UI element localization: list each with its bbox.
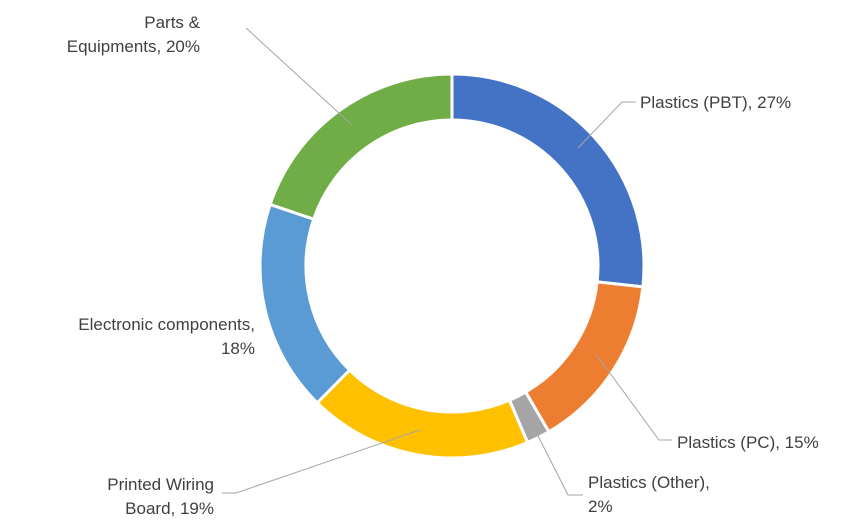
data-label-electronic-components: Electronic components, 18% [78, 315, 255, 358]
slice-electronic-components [258, 202, 352, 405]
data-label-plastics-pbt: Plastics (PBT), 27% [640, 93, 791, 112]
donut-slices [258, 72, 646, 460]
leader-line-printed-wiring-board [222, 429, 421, 494]
slice-plastics-pc [523, 280, 645, 434]
data-label-parts-equipments: Parts & Equipments, 20% [67, 13, 201, 56]
data-label-plastics-pc: Plastics (PC), 15% [677, 433, 819, 452]
leader-line-plastics-pbt [577, 101, 636, 149]
slice-parts-equipments [268, 72, 454, 222]
data-label-plastics-other: Plastics (Other), 2% [588, 473, 710, 516]
leader-line-plastics-other [529, 419, 583, 496]
slice-printed-wiring-board [315, 367, 530, 460]
leader-line-parts-equipments [245, 27, 353, 126]
leader-line-plastics-pc [595, 353, 672, 441]
leader-lines [222, 27, 672, 496]
data-label-printed-wiring-board: Printed Wiring Board, 19% [107, 475, 214, 518]
data-labels: Plastics (PBT), 27% Plastics (PC), 15% Pla… [67, 13, 819, 518]
slice-plastics-pbt [450, 72, 646, 289]
